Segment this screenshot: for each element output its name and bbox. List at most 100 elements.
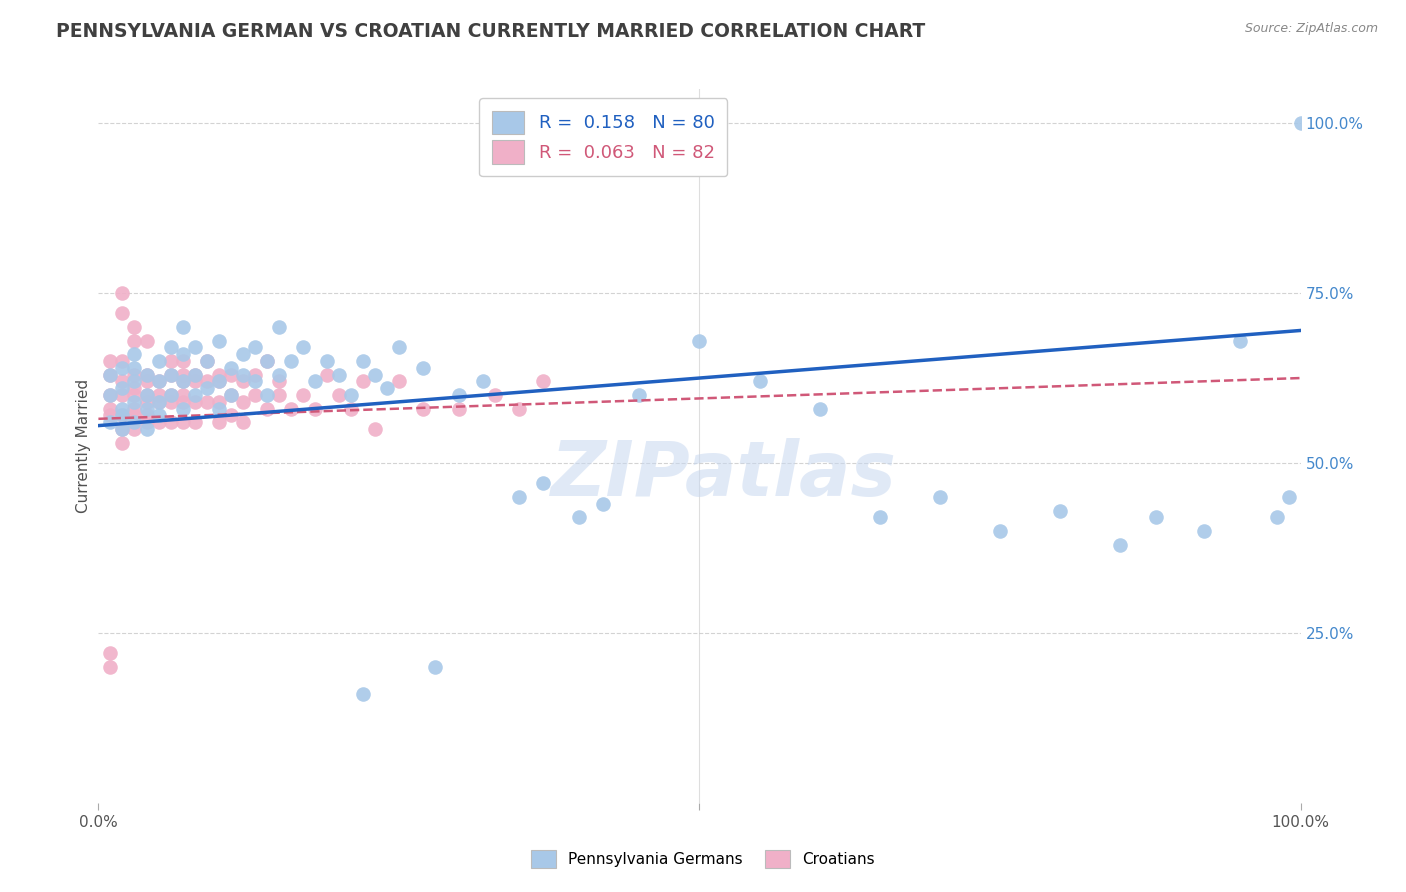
Point [159,388,181,402]
Point [148,415,170,429]
Point [148,354,170,368]
Point [124,422,146,436]
Point [1229,334,1251,348]
Point [148,409,170,423]
Point [195,354,218,368]
Point [267,388,290,402]
Text: ZIPatlas: ZIPatlas [551,438,897,511]
Point [256,388,278,402]
Point [135,415,157,429]
Point [412,401,434,416]
Point [100,660,122,674]
Point [208,415,231,429]
Point [148,375,170,389]
Point [135,388,157,402]
Point [111,306,134,320]
Point [219,360,242,375]
Point [183,394,205,409]
Point [100,368,122,382]
Point [352,687,374,701]
Point [172,354,194,368]
Point [135,368,157,382]
Point [159,368,181,382]
Point [135,375,157,389]
Point [159,354,181,368]
Point [352,375,374,389]
Point [291,388,314,402]
Point [447,401,470,416]
Point [100,646,122,660]
Point [195,394,218,409]
Point [124,409,146,423]
Point [148,394,170,409]
Point [280,401,302,416]
Point [243,368,266,382]
Point [195,354,218,368]
Point [592,497,614,511]
Point [100,401,122,416]
Point [124,347,146,361]
Point [869,510,891,524]
Point [172,375,194,389]
Point [256,354,278,368]
Point [172,347,194,361]
Point [208,375,231,389]
Point [135,394,157,409]
Point [148,388,170,402]
Point [388,341,411,355]
Point [1109,537,1132,551]
Point [531,375,554,389]
Point [208,394,231,409]
Point [232,347,254,361]
Point [315,368,337,382]
Point [232,394,254,409]
Point [484,388,506,402]
Point [256,401,278,416]
Point [183,341,205,355]
Point [135,409,157,423]
Point [304,375,326,389]
Text: PENNSYLVANIA GERMAN VS CROATIAN CURRENTLY MARRIED CORRELATION CHART: PENNSYLVANIA GERMAN VS CROATIAN CURRENTL… [56,22,925,41]
Point [352,354,374,368]
Point [111,375,134,389]
Point [208,334,231,348]
Point [267,368,290,382]
Point [135,334,157,348]
Point [232,375,254,389]
Point [124,415,146,429]
Legend: Pennsylvania Germans, Croatians: Pennsylvania Germans, Croatians [523,843,883,875]
Point [195,375,218,389]
Point [183,415,205,429]
Point [111,286,134,301]
Point [748,375,770,389]
Point [100,388,122,402]
Point [208,401,231,416]
Point [183,368,205,382]
Point [928,490,950,504]
Point [508,401,530,416]
Point [111,422,134,436]
Point [304,401,326,416]
Point [172,388,194,402]
Point [148,375,170,389]
Point [111,435,134,450]
Point [124,381,146,395]
Point [219,388,242,402]
Point [340,388,363,402]
Point [808,401,831,416]
Point [364,368,387,382]
Point [172,401,194,416]
Point [508,490,530,504]
Point [111,409,134,423]
Point [111,401,134,416]
Point [100,354,122,368]
Point [531,476,554,491]
Point [1144,510,1167,524]
Point [124,394,146,409]
Point [328,368,350,382]
Point [195,381,218,395]
Point [111,409,134,423]
Point [267,375,290,389]
Point [172,368,194,382]
Point [328,388,350,402]
